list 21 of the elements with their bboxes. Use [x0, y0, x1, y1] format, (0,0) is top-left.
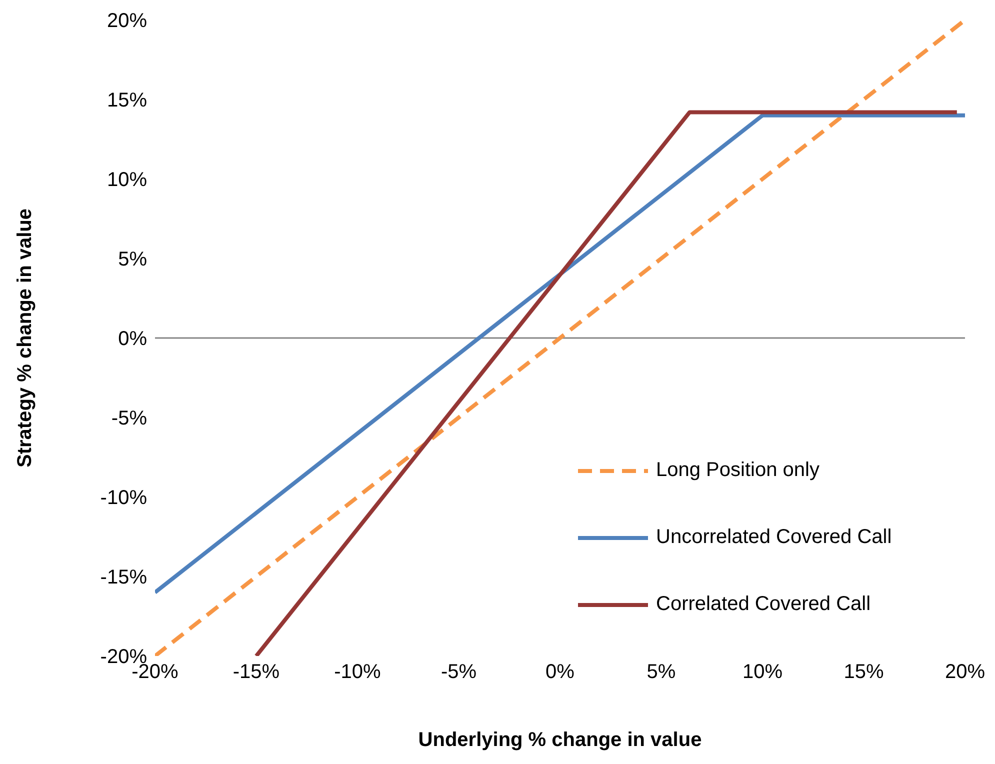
y-tick-label: 15% — [106, 90, 148, 112]
y-tick-label: 0% — [118, 328, 148, 350]
x-tick-label: 10% — [742, 661, 783, 684]
legend-label: Correlated Covered Call — [656, 593, 871, 616]
x-tick-label: 5% — [646, 661, 676, 684]
x-tick-label: -10% — [334, 661, 382, 684]
x-tick-label: 20% — [944, 661, 986, 684]
x-tick-label: 0% — [546, 661, 575, 684]
y-tick-label: -15% — [100, 566, 148, 589]
y-axis-title: Strategy % change in value — [14, 208, 36, 468]
y-tick-label: 20% — [106, 10, 148, 32]
y-tick-label: -5% — [111, 408, 148, 430]
x-axis-title: Underlying % change in value — [418, 729, 702, 751]
y-tick-label: 5% — [118, 248, 148, 271]
x-tick-label: -5% — [440, 661, 477, 684]
y-tick-label: -10% — [100, 487, 148, 510]
x-tick-label: 15% — [844, 661, 884, 684]
y-tick-label: 10% — [106, 169, 148, 192]
legend-label: Long Position only — [656, 459, 820, 482]
legend-label: Uncorrelated Covered Call — [656, 526, 892, 549]
x-tick-label: -15% — [232, 661, 280, 684]
